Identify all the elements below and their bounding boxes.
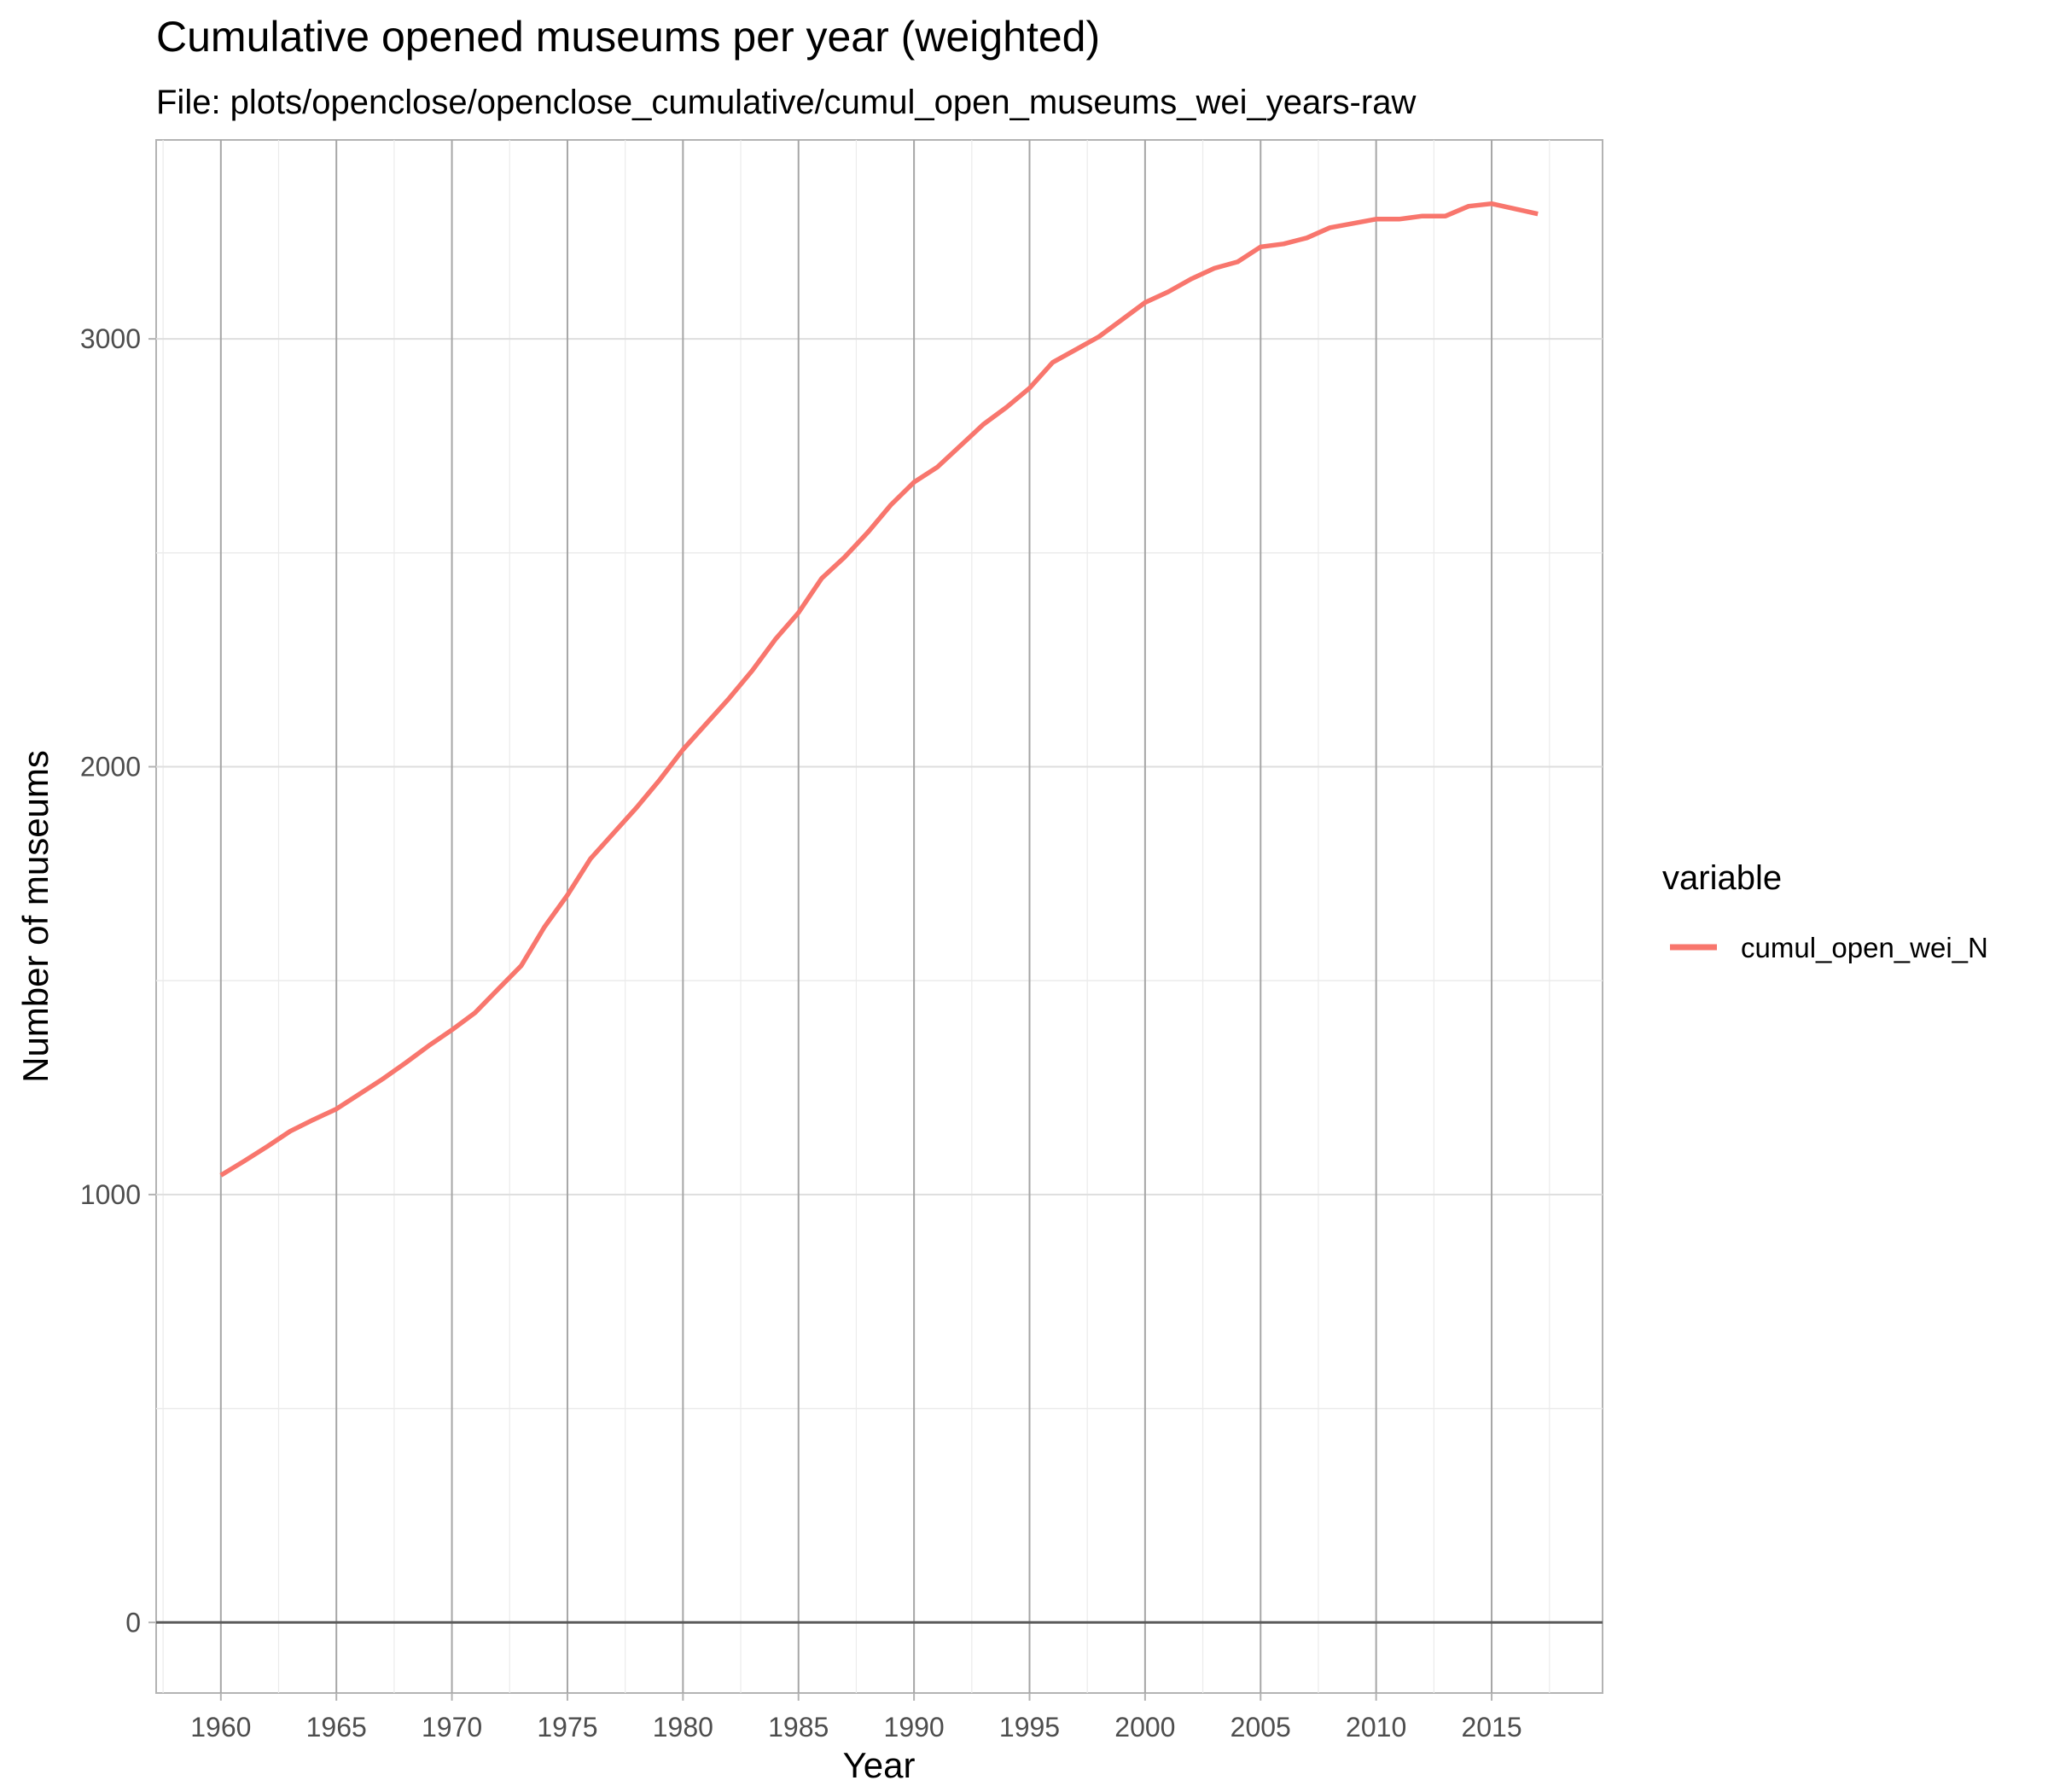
x-axis-ticks: 1960 1965 1970 1975 1980 1985 1990 1995 2000 2005… [190,1693,1522,1743]
y-axis-ticks: 0 1000 2000 3000 [80,323,156,1638]
chart-title: Cumulative opened museums per year (weig… [156,13,1100,61]
x-tick-label: 1980 [653,1712,713,1743]
x-tick-label: 1960 [190,1712,251,1743]
y-tick-label: 0 [125,1607,141,1638]
x-tick-label: 2015 [1461,1712,1521,1743]
series-line [219,201,1539,1178]
x-tick-label: 1990 [884,1712,945,1743]
x-tick-label: 1995 [999,1712,1060,1743]
legend: variable cumul_open_wei_N [1662,859,1988,963]
legend-label: cumul_open_wei_N [1741,932,1988,963]
x-tick-label: 1975 [537,1712,597,1743]
x-tick-label: 1965 [306,1712,367,1743]
x-tick-label: 1985 [768,1712,829,1743]
x-tick-label: 2005 [1231,1712,1291,1743]
chart-subtitle: File: plots/openclose/openclose_cumulati… [156,84,1416,121]
series-layer [219,201,1539,1178]
legend-title: variable [1662,859,1782,897]
y-axis-title: Number of museums [15,750,55,1083]
x-tick-label: 1970 [422,1712,482,1743]
plot-panel [155,139,1603,1694]
y-tick-label: 3000 [80,323,141,354]
y-tick-label: 2000 [80,752,141,783]
y-tick-label: 1000 [80,1179,141,1210]
minor-gridlines [156,140,1603,1693]
x-tick-label: 2000 [1114,1712,1175,1743]
x-tick-label: 2010 [1346,1712,1406,1743]
x-axis-title: Year [843,1745,916,1785]
